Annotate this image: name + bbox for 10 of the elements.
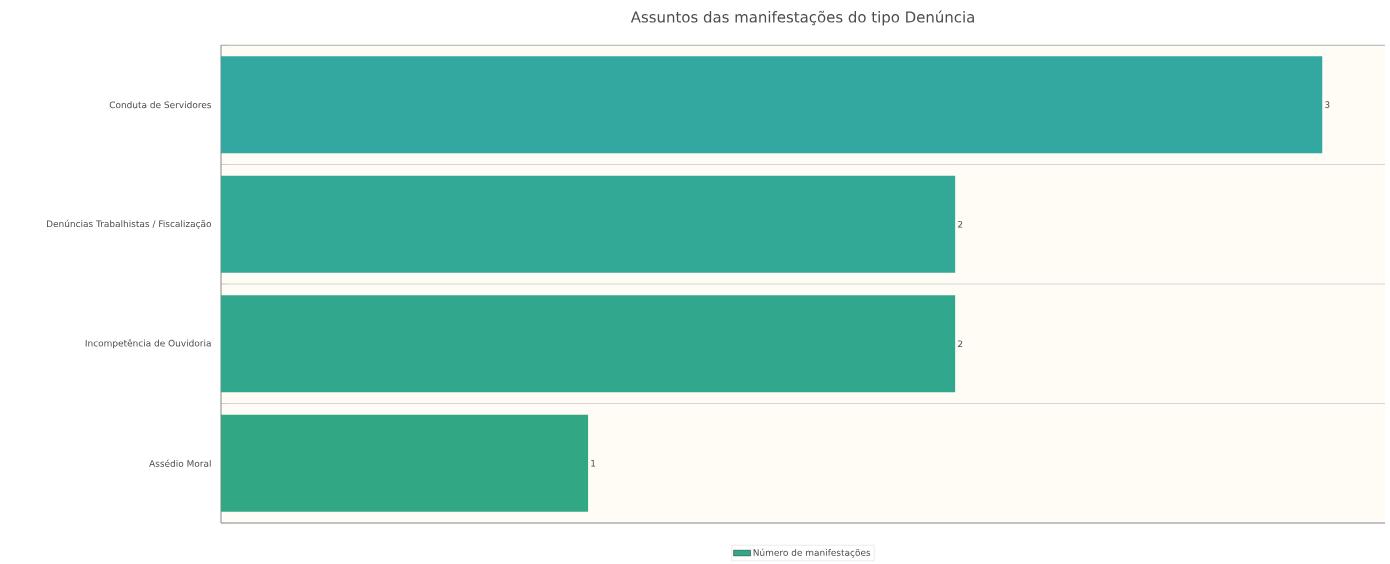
data-label: 2 <box>958 340 963 348</box>
legend-label: Número de manifestações <box>753 548 871 558</box>
data-label: 2 <box>958 220 963 228</box>
y-tick-label: Assédio Moral <box>149 459 211 467</box>
y-tick-label: Conduta de Servidores <box>109 101 212 109</box>
y-tick-label: Incompetência de Ouvidoria <box>85 339 211 349</box>
data-label: 3 <box>1325 101 1330 109</box>
data-label: 1 <box>591 459 596 467</box>
chart-title: Assuntos das manifestações do tipo Denúncia <box>630 10 974 26</box>
y-tick-label: Denúncias Trabalhistas / Fiscalização <box>47 219 212 229</box>
